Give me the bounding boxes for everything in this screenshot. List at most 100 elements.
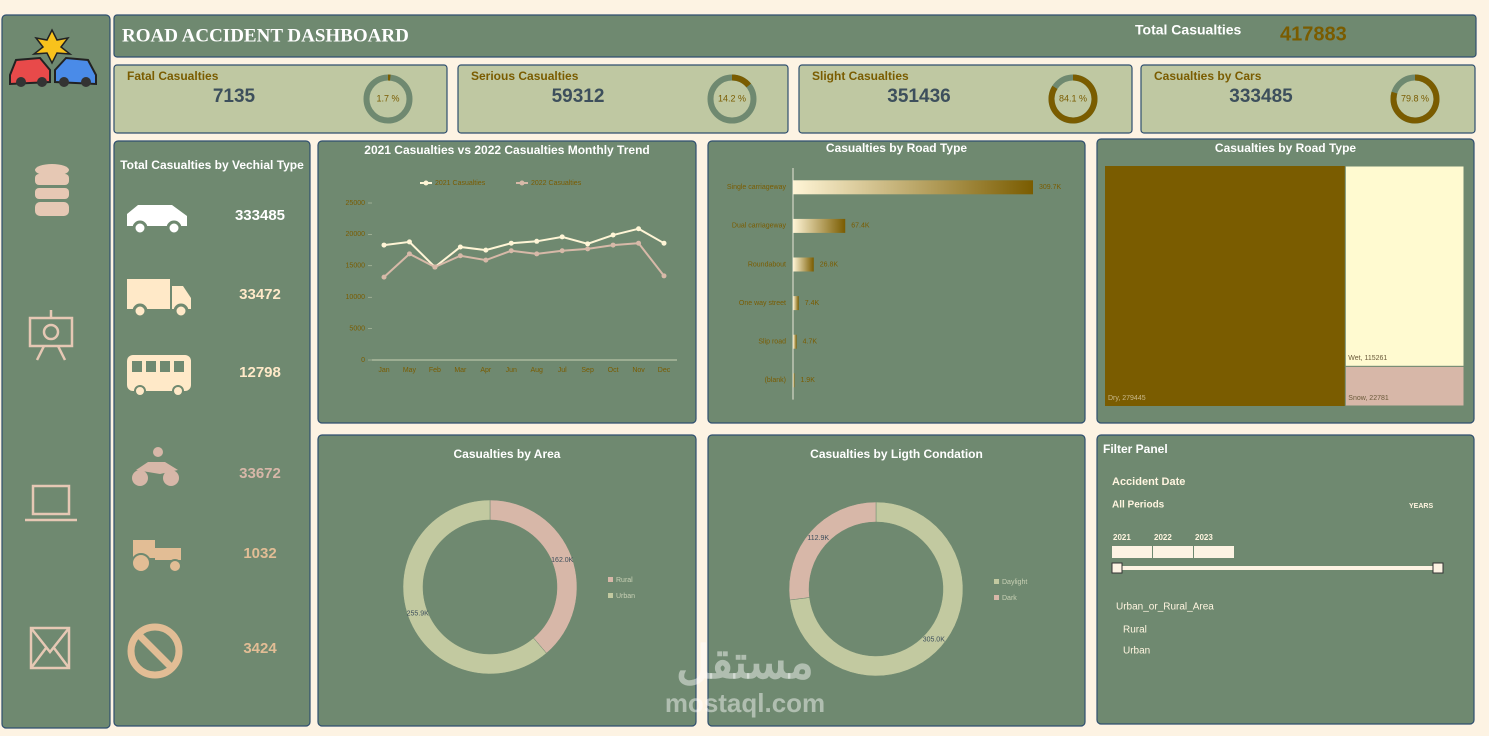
category-label: Roundabout — [748, 261, 786, 268]
kpi-label: Serious Casualties — [471, 69, 579, 83]
x-tick-label: Oct — [608, 367, 619, 374]
bar — [793, 334, 797, 349]
series-line — [383, 242, 665, 278]
donut-slice — [788, 501, 877, 601]
tile-label: Dry, 279445 — [1108, 395, 1146, 402]
chart-title: Casualties by Area — [454, 447, 561, 461]
laptop-icon — [25, 484, 77, 522]
x-tick-label: Apr — [480, 367, 492, 374]
motorbike-icon — [132, 447, 179, 486]
value-label: 112.9K — [807, 535, 829, 542]
period-label: All Periods — [1112, 500, 1165, 511]
category-label: One way street — [739, 300, 786, 307]
legend-label: Rural — [616, 577, 633, 584]
category-label: (blank) — [765, 377, 786, 384]
kpi-percent: 1.7 % — [376, 93, 399, 103]
kpi-card — [457, 64, 789, 134]
series-point — [483, 257, 489, 263]
line-panel — [317, 140, 697, 424]
vehicle-value: 1032 — [243, 545, 276, 562]
date-label: Accident Date — [1112, 476, 1185, 488]
category-label: Dual carriageway — [732, 223, 787, 230]
legend-label: 2022 Casualties — [531, 180, 582, 187]
kpi-ring — [388, 74, 391, 81]
series-point — [636, 226, 642, 232]
presentation-icon — [28, 310, 74, 361]
tractor-icon — [131, 540, 182, 573]
chart-title: Casualties by Road Type — [1215, 141, 1356, 155]
series-point — [559, 248, 565, 254]
year-label: 2022 — [1154, 533, 1172, 542]
series-point — [508, 240, 514, 246]
year-cell[interactable] — [1194, 546, 1234, 558]
series-point — [381, 242, 387, 248]
area-option[interactable]: Rural — [1123, 625, 1147, 636]
kpi-value: 59312 — [552, 86, 605, 107]
year-cell[interactable] — [1153, 546, 1193, 558]
granularity-dropdown[interactable]: YEARS — [1409, 503, 1433, 510]
bar — [793, 180, 1033, 195]
year-timeline: 2021 2022 2023 — [1112, 533, 1234, 558]
vehicle-value: 3424 — [243, 640, 277, 657]
series-point — [406, 251, 412, 257]
treemap-tile — [1344, 165, 1465, 367]
bar — [793, 296, 799, 311]
x-tick-label: Jun — [506, 367, 517, 374]
bus-icon — [127, 355, 191, 397]
category-label: Slip road — [758, 339, 786, 346]
legend-swatch — [519, 180, 525, 186]
area-panel — [317, 434, 697, 727]
year-label: 2023 — [1195, 533, 1213, 542]
kpi-label: Fatal Casualties — [127, 69, 219, 83]
y-tick-label: 10000 — [346, 294, 366, 301]
kpi-card — [798, 64, 1133, 134]
y-tick-label: 20000 — [346, 231, 366, 238]
kpi-card — [113, 64, 448, 134]
year-cell[interactable] — [1112, 546, 1152, 558]
vehicle-value: 12798 — [239, 364, 281, 381]
area-filter-label: Urban_or_Rural_Area — [1116, 602, 1214, 613]
series-line — [383, 227, 665, 269]
tile-label: Snow, 22781 — [1348, 395, 1389, 402]
kpi-percent: 14.2 % — [718, 93, 746, 103]
x-tick-label: Sep — [581, 367, 594, 374]
slider-handle[interactable] — [1432, 562, 1444, 574]
series-point — [661, 240, 667, 246]
value-label: 7.4K — [805, 300, 820, 307]
kpi-label: Slight Casualties — [812, 69, 909, 83]
legend-swatch — [608, 593, 613, 598]
series-point — [406, 239, 412, 245]
header — [113, 14, 1477, 58]
truck-icon — [127, 279, 191, 319]
series-point — [610, 242, 616, 248]
vehicle-value: 33472 — [239, 286, 281, 303]
legend-swatch — [994, 579, 999, 584]
value-label: 305.0K — [923, 637, 946, 644]
chart-title: 2021 Casualties vs 2022 Casualties Month… — [364, 143, 649, 157]
kpi-value: 7135 — [213, 86, 256, 107]
treemap-tile — [1105, 166, 1346, 406]
series-point — [534, 251, 540, 257]
kpi-percent: 79.8 % — [1401, 93, 1429, 103]
sidebar — [1, 14, 111, 729]
legend-label: Dark — [1002, 595, 1017, 602]
tile-label: Wet, 115261 — [1348, 355, 1387, 362]
area-option[interactable]: Urban — [1123, 646, 1150, 657]
y-tick-label: 25000 — [346, 200, 366, 207]
watermark-logo: مستقل — [676, 636, 814, 688]
value-label: 1.9K — [800, 377, 815, 384]
y-tick-label: 5000 — [349, 325, 365, 332]
vehicle-value: 333485 — [235, 207, 285, 224]
series-point — [432, 264, 438, 270]
x-tick-label: Jul — [558, 367, 567, 374]
y-tick-label: 0 — [361, 357, 365, 364]
kpi-percent: 84.1 % — [1059, 93, 1087, 103]
x-tick-label: Mar — [454, 367, 467, 374]
series-point — [457, 244, 463, 250]
y-tick-label: 15000 — [346, 263, 366, 270]
slider-handle[interactable] — [1111, 562, 1123, 574]
series-point — [636, 240, 642, 246]
vehicle-value: 33672 — [239, 465, 281, 482]
chart-title: Casualties by Road Type — [826, 141, 967, 155]
